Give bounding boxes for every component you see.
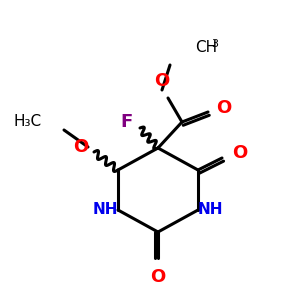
Text: NH: NH [92, 202, 118, 217]
Text: O: O [154, 72, 169, 90]
Text: 3: 3 [211, 39, 218, 49]
Text: O: O [216, 99, 231, 117]
Text: H₃C: H₃C [14, 115, 42, 130]
Text: CH: CH [195, 40, 217, 56]
Text: O: O [73, 138, 88, 156]
Text: O: O [150, 268, 166, 286]
Text: O: O [232, 144, 247, 162]
Text: NH: NH [198, 202, 224, 217]
Text: F: F [121, 113, 133, 131]
